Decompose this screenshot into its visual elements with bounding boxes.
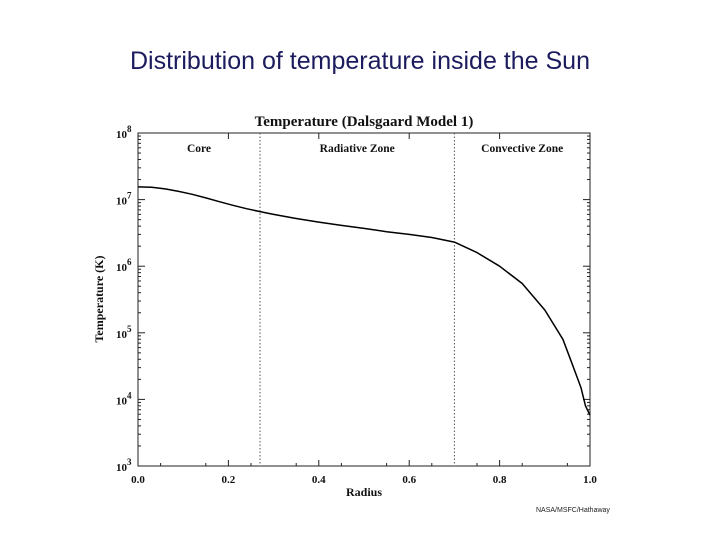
x-tick-label: 1.0 xyxy=(583,474,597,486)
slide-title: Distribution of temperature inside the S… xyxy=(130,47,590,75)
x-axis-label: Radius xyxy=(346,485,382,499)
x-tick-label: 0.8 xyxy=(493,474,507,486)
zone-label: Radiative Zone xyxy=(320,143,395,155)
chart-marks: 0.0 0.2 0.4 0.6 0.8 1.0 103 104 105 106 107 108 Core… xyxy=(116,124,597,486)
y-tick-label: 105 xyxy=(116,324,132,341)
zone-label: Convective Zone xyxy=(481,143,563,155)
zone-label: Core xyxy=(187,143,211,155)
x-tick-label: 0.6 xyxy=(402,474,416,486)
y-axis-label: Temperature (K) xyxy=(92,256,106,343)
y-tick-label: 104 xyxy=(116,390,132,407)
temperature-curve xyxy=(137,186,591,416)
x-tick-label: 0.4 xyxy=(312,474,326,486)
plot-frame xyxy=(137,132,591,467)
x-tick-label: 0.2 xyxy=(222,474,236,486)
image-credit: NASA/MSFC/Hathaway xyxy=(536,507,610,514)
x-tick-label: 0.0 xyxy=(131,474,145,486)
y-tick-label: 103 xyxy=(116,457,132,474)
y-tick-label: 107 xyxy=(116,191,132,208)
y-tick-label: 106 xyxy=(116,257,132,274)
chart-title: Temperature (Dalsgaard Model 1) xyxy=(255,114,474,130)
y-tick-label: 108 xyxy=(116,124,132,141)
